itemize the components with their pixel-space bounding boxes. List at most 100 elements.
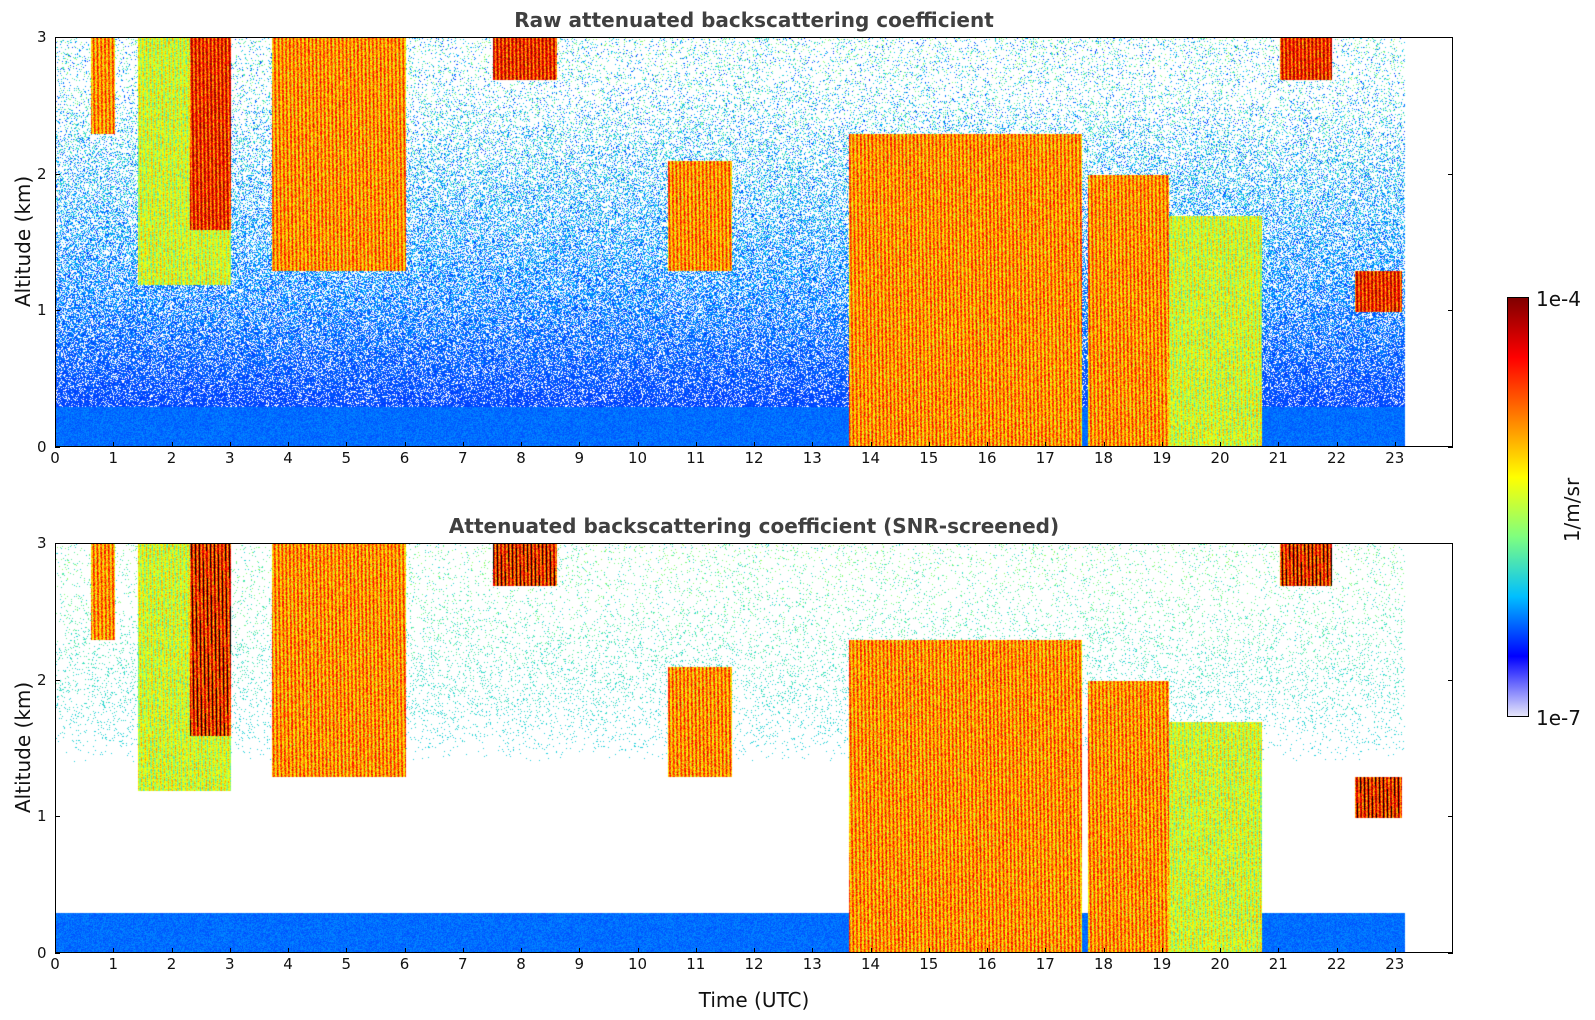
- top-y-tick-mark-right: [1448, 173, 1453, 175]
- top-x-tick-label: 1: [108, 449, 119, 467]
- bottom-x-tick-label: 17: [1035, 955, 1055, 973]
- top-y-tick-mark-left: [55, 447, 60, 448]
- bottom-x-tick-mark: [404, 948, 406, 953]
- bottom-x-tick-label: 16: [977, 955, 997, 973]
- bottom-x-tick-label: 18: [1093, 955, 1114, 973]
- top-y-tick-label: 3: [37, 28, 47, 46]
- bottom-x-tick-label: 3: [224, 955, 235, 973]
- top-x-tick-label: 21: [1268, 449, 1288, 467]
- bottom-y-tick-label: 2: [37, 670, 47, 689]
- bottom-y-tick-mark-left: [55, 953, 60, 954]
- top-y-tick-mark-right: [1448, 37, 1453, 38]
- top-x-tick-label: 19: [1152, 449, 1172, 467]
- top-x-tick-label: 13: [802, 449, 822, 467]
- bottom-x-tick-label: 14: [860, 955, 881, 973]
- top-x-tick-mark: [1336, 442, 1338, 447]
- bottom-x-tick-mark: [695, 948, 697, 953]
- bottom-x-tick-label: 11: [686, 955, 706, 973]
- bottom-x-tick-mark: [987, 948, 988, 953]
- top-x-tick-mark: [1103, 442, 1105, 447]
- bottom-y-tick-label: 1: [37, 807, 47, 826]
- bottom-x-tick-mark: [1045, 948, 1047, 953]
- bottom-x-tick-label: 12: [744, 955, 764, 973]
- bottom-x-tick-mark: [229, 948, 231, 953]
- top-x-tick-mark: [346, 442, 348, 447]
- top-y-tick-mark-left: [55, 173, 60, 175]
- top-x-tick-mark: [987, 442, 988, 447]
- top-x-tick-mark: [113, 442, 115, 447]
- colorbar-unit-label: 1/m/sr: [1560, 477, 1585, 543]
- bottom-x-tick-label: 20: [1210, 955, 1230, 973]
- top-x-tick-label: 6: [399, 449, 410, 467]
- bottom-y-tick-mark-right: [1448, 953, 1453, 954]
- bottom-x-tick-label: 4: [283, 955, 293, 973]
- bottom-x-tick-mark: [928, 948, 930, 953]
- colorbar: [1507, 297, 1529, 717]
- top-x-tick-mark: [1045, 442, 1047, 447]
- top-y-tick-label: 2: [37, 164, 47, 183]
- top-x-tick-mark: [1394, 442, 1396, 447]
- bottom-y-tick-mark-left: [55, 543, 60, 544]
- colorbar-min-label: 1e-7: [1536, 706, 1581, 730]
- bottom-x-tick-mark: [288, 948, 289, 953]
- top-x-tick-mark: [229, 442, 231, 447]
- top-x-tick-mark: [1161, 442, 1163, 447]
- top-x-tick-label: 18: [1093, 449, 1114, 467]
- top-chart-title: Raw attenuated backscattering coefficien…: [514, 8, 994, 32]
- bottom-x-tick-label: 5: [341, 955, 352, 973]
- top-x-tick-label: 0: [50, 449, 60, 467]
- bottom-x-tick-mark: [1394, 948, 1396, 953]
- top-x-tick-label: 22: [1326, 449, 1347, 467]
- top-y-tick-mark-left: [55, 310, 60, 312]
- bottom-x-tick-label: 10: [627, 955, 648, 973]
- bottom-x-tick-mark: [462, 948, 464, 953]
- bottom-x-tick-mark: [1103, 948, 1105, 953]
- bottom-x-tick-label: 1: [108, 955, 119, 973]
- top-heatmap-image: [56, 38, 1452, 446]
- bottom-y-tick-mark-right: [1448, 679, 1453, 681]
- bottom-x-tick-label: 15: [919, 955, 939, 973]
- bottom-x-tick-label: 2: [166, 955, 177, 973]
- bottom-x-tick-mark: [1220, 948, 1221, 953]
- bottom-x-tick-label: 22: [1326, 955, 1347, 973]
- bottom-heatmap-image: [56, 544, 1452, 952]
- bottom-x-tick-mark: [521, 948, 522, 953]
- top-y-tick-label: 0: [37, 438, 47, 456]
- top-x-tick-label: 8: [516, 449, 526, 467]
- bottom-y-tick-label: 3: [37, 534, 47, 552]
- top-x-tick-label: 14: [860, 449, 881, 467]
- top-x-tick-mark: [521, 442, 522, 447]
- top-y-tick-mark-right: [1448, 310, 1453, 312]
- top-x-tick-label: 9: [574, 449, 585, 467]
- top-x-tick-mark: [55, 442, 56, 447]
- bottom-chart-title: Attenuated backscattering coefficient (S…: [448, 514, 1060, 538]
- bottom-x-tick-mark: [870, 948, 872, 953]
- top-x-tick-label: 5: [341, 449, 352, 467]
- top-x-tick-mark: [928, 442, 930, 447]
- bottom-x-tick-label: 13: [802, 955, 822, 973]
- bottom-x-tick-label: 0: [50, 955, 60, 973]
- bottom-x-tick-mark: [113, 948, 115, 953]
- bottom-x-tick-label: 8: [516, 955, 526, 973]
- bottom-x-tick-label: 21: [1268, 955, 1288, 973]
- top-x-tick-label: 16: [977, 449, 997, 467]
- bottom-y-tick-mark-right: [1448, 816, 1453, 818]
- bottom-y-tick-mark-left: [55, 816, 60, 818]
- bottom-x-tick-label: 23: [1385, 955, 1405, 973]
- top-x-tick-mark: [695, 442, 697, 447]
- bottom-x-tick-mark: [812, 948, 814, 953]
- top-x-tick-label: 10: [627, 449, 648, 467]
- top-x-tick-label: 20: [1210, 449, 1230, 467]
- bottom-x-tick-mark: [1278, 948, 1280, 953]
- bottom-x-tick-mark: [171, 948, 173, 953]
- top-x-tick-label: 2: [166, 449, 177, 467]
- top-y-tick-label: 1: [37, 301, 47, 320]
- bottom-x-tick-label: 19: [1152, 955, 1172, 973]
- top-x-tick-label: 23: [1385, 449, 1405, 467]
- top-x-tick-mark: [404, 442, 406, 447]
- top-x-tick-label: 3: [224, 449, 235, 467]
- top-x-tick-mark: [637, 442, 639, 447]
- top-x-tick-mark: [579, 442, 581, 447]
- top-x-tick-label: 12: [744, 449, 764, 467]
- bottom-heatmap-plot: [55, 543, 1453, 953]
